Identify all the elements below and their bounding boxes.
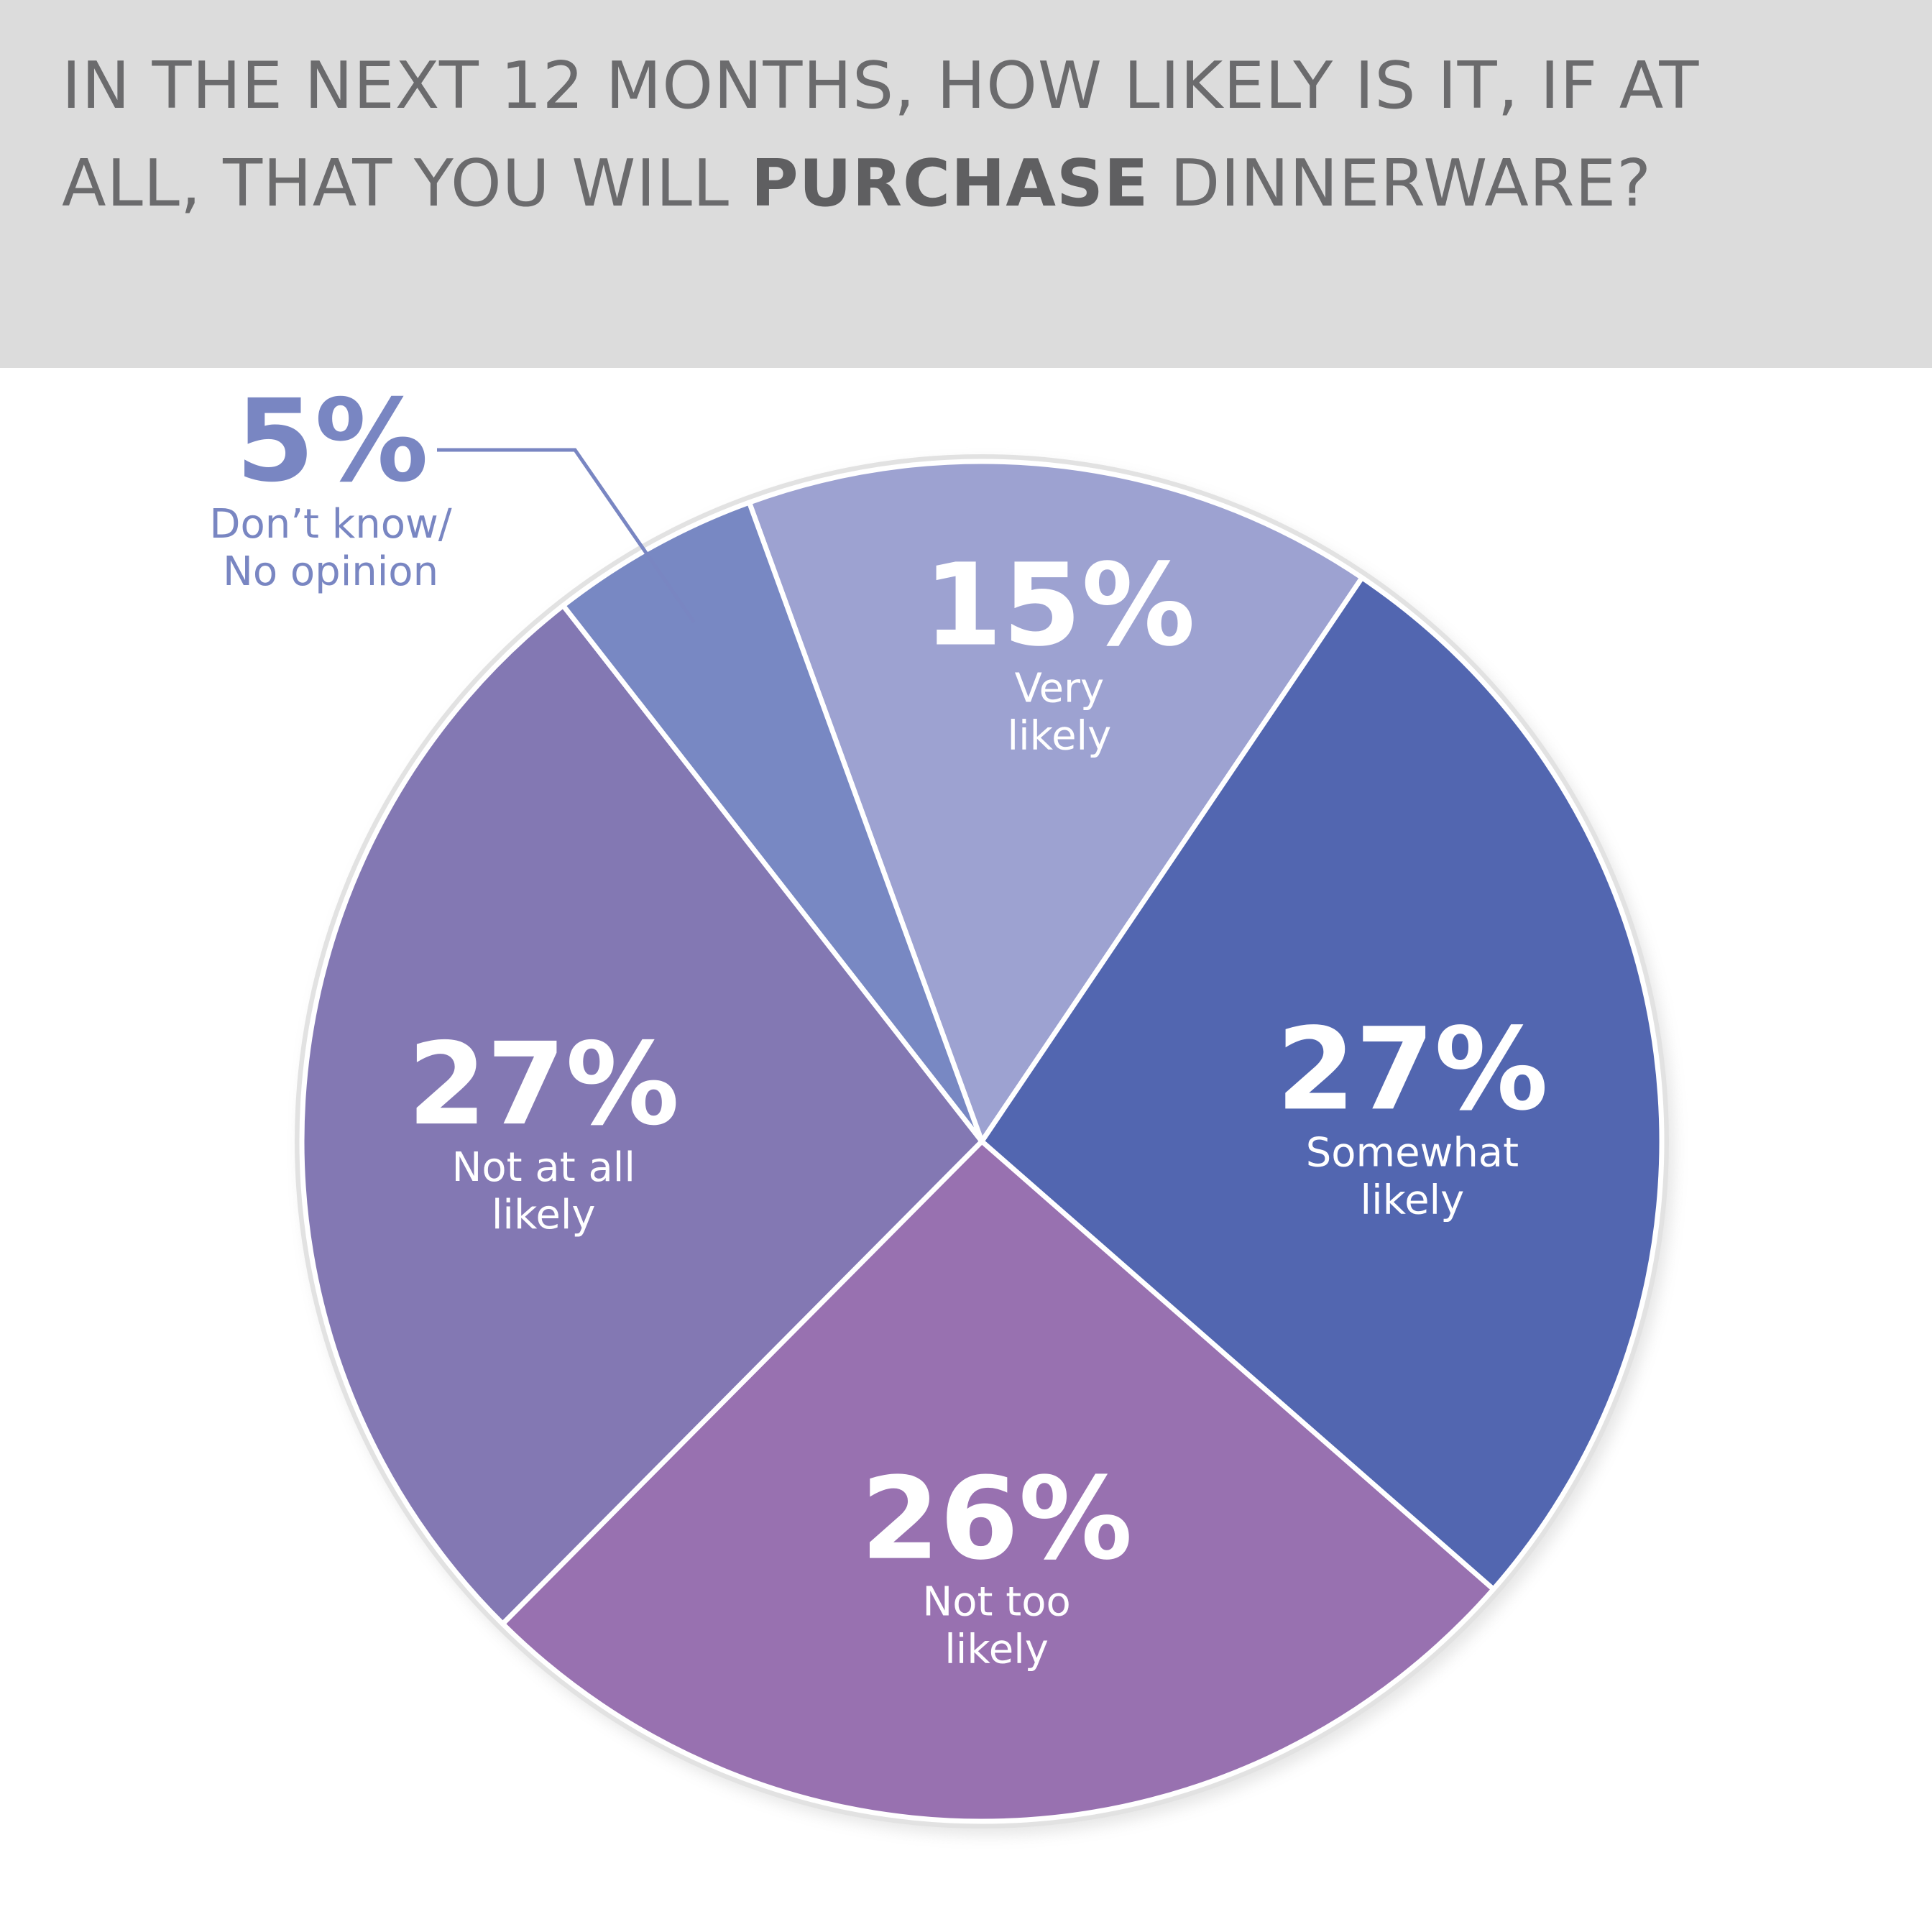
category-label-very-likely-line-2: likely <box>1008 713 1112 760</box>
value-label-not-at-all-likely: 27% <box>408 1018 679 1151</box>
slice-don-t-know-no-opinion <box>561 500 985 1144</box>
category-label-not-at-all-likely-line-2: likely <box>492 1192 596 1238</box>
category-label-not-too-likely-line-2: likely <box>944 1627 1049 1673</box>
slice-very-likely <box>746 459 1365 1144</box>
title-line-2-start: ALL, THAT YOU WILL <box>62 146 751 221</box>
category-label-somewhat-likely-line-2: likely <box>1361 1177 1465 1223</box>
category-label-somewhat-likely-line-1: Somewhat <box>1306 1129 1519 1176</box>
category-label-don-t-know-no-opinion-line-2: No opinion <box>223 548 438 595</box>
title-emphasis: PURCHASE <box>750 146 1149 221</box>
title-line-2-end: DINNERWARE? <box>1149 146 1652 221</box>
slice-somewhat-likely <box>979 575 1665 1592</box>
category-label-not-at-all-likely-line-1: Not at all <box>451 1144 635 1191</box>
value-label-not-too-likely: 26% <box>861 1453 1133 1586</box>
slice-not-too-likely <box>500 1138 1496 1824</box>
title-line-1: IN THE NEXT 12 MONTHS, HOW LIKELY IS IT,… <box>62 48 1700 124</box>
value-label-don-t-know-no-opinion: 5% <box>236 375 428 507</box>
value-label-somewhat-likely: 27% <box>1276 1003 1548 1136</box>
category-label-very-likely-line-1: Very <box>1015 666 1105 712</box>
pie-slices <box>299 459 1665 1824</box>
value-label-very-likely: 15% <box>924 540 1195 672</box>
slice-not-at-all-likely <box>299 603 985 1627</box>
category-label-not-too-likely-line-1: Not too <box>922 1579 1070 1626</box>
chart-title: IN THE NEXT 12 MONTHS, HOW LIKELY IS IT,… <box>62 37 1902 233</box>
title-banner: IN THE NEXT 12 MONTHS, HOW LIKELY IS IT,… <box>0 0 1932 368</box>
callout-leader-line <box>437 448 696 624</box>
category-label-don-t-know-no-opinion-line-1: Don’t know/ <box>209 501 451 548</box>
callout-group: 5%Don’t know/No opinion <box>209 375 696 624</box>
